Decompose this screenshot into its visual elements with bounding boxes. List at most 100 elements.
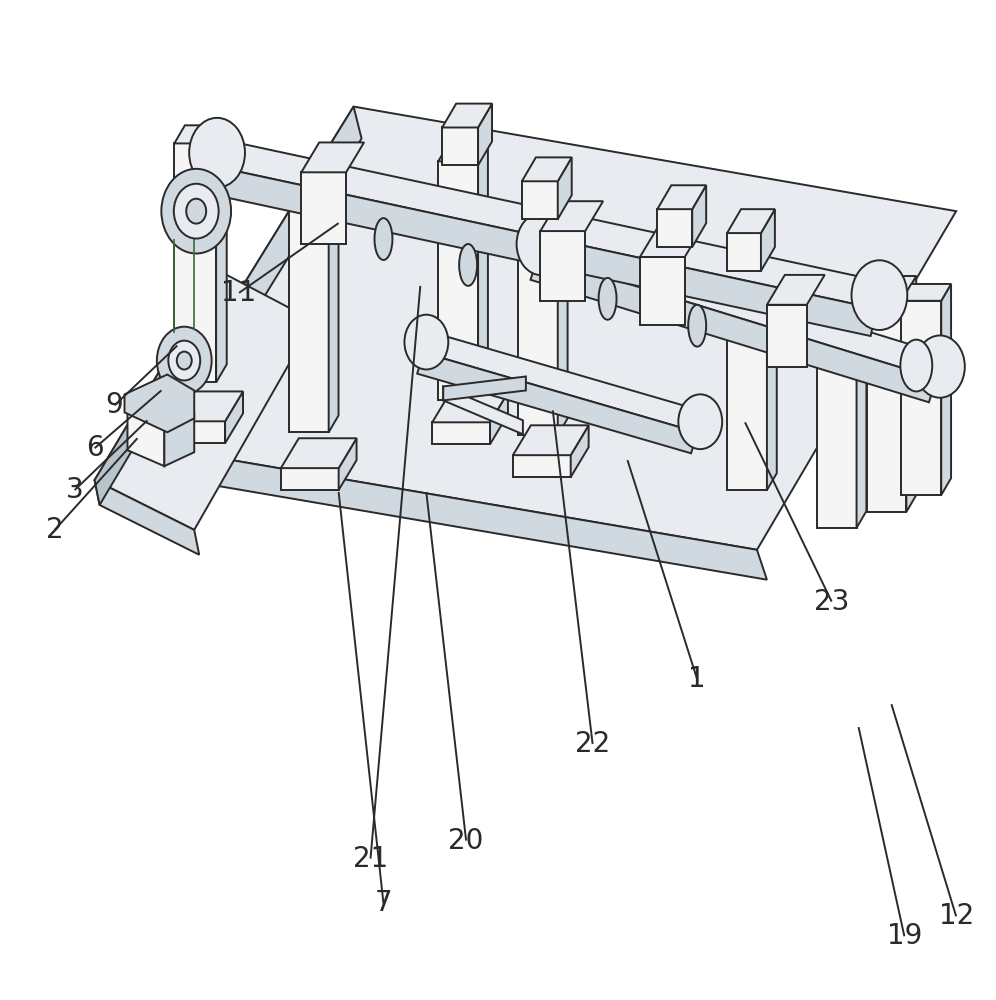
- Polygon shape: [538, 232, 943, 378]
- Polygon shape: [522, 157, 572, 181]
- Polygon shape: [901, 301, 941, 495]
- Polygon shape: [767, 274, 777, 490]
- Polygon shape: [442, 127, 478, 165]
- Ellipse shape: [189, 118, 245, 188]
- Text: 6: 6: [86, 434, 104, 462]
- Ellipse shape: [404, 315, 448, 369]
- Text: 12: 12: [938, 902, 974, 930]
- Polygon shape: [167, 391, 243, 421]
- Ellipse shape: [374, 218, 392, 260]
- Polygon shape: [432, 422, 490, 444]
- Polygon shape: [443, 386, 523, 434]
- Polygon shape: [513, 455, 571, 477]
- Text: 3: 3: [66, 476, 84, 504]
- Polygon shape: [540, 201, 603, 231]
- Polygon shape: [174, 125, 227, 143]
- Ellipse shape: [678, 394, 722, 449]
- Ellipse shape: [517, 213, 567, 275]
- Polygon shape: [571, 425, 589, 477]
- Polygon shape: [95, 271, 314, 530]
- Ellipse shape: [177, 352, 191, 370]
- Polygon shape: [95, 480, 199, 555]
- Polygon shape: [442, 104, 492, 127]
- Polygon shape: [692, 185, 706, 247]
- Polygon shape: [167, 421, 225, 443]
- Polygon shape: [478, 104, 492, 165]
- Polygon shape: [301, 142, 365, 172]
- Polygon shape: [127, 398, 194, 428]
- Text: 11: 11: [221, 279, 257, 307]
- Polygon shape: [640, 227, 703, 257]
- Polygon shape: [540, 231, 585, 301]
- Text: 2: 2: [46, 516, 64, 544]
- Polygon shape: [339, 438, 357, 490]
- Polygon shape: [144, 445, 767, 580]
- Ellipse shape: [599, 278, 617, 320]
- Ellipse shape: [157, 327, 212, 394]
- Text: 19: 19: [886, 922, 922, 950]
- Text: 20: 20: [448, 827, 484, 855]
- Polygon shape: [767, 275, 825, 305]
- Polygon shape: [867, 293, 906, 512]
- Polygon shape: [817, 309, 857, 528]
- Ellipse shape: [459, 244, 477, 286]
- Text: 22: 22: [575, 730, 611, 758]
- Polygon shape: [727, 291, 767, 490]
- Polygon shape: [216, 125, 227, 382]
- Text: 1: 1: [688, 665, 706, 693]
- Polygon shape: [558, 199, 568, 435]
- Polygon shape: [490, 392, 508, 444]
- Polygon shape: [281, 468, 339, 490]
- Polygon shape: [289, 191, 339, 208]
- Polygon shape: [438, 145, 488, 161]
- Ellipse shape: [161, 169, 231, 253]
- Polygon shape: [417, 353, 697, 453]
- Polygon shape: [518, 199, 568, 216]
- Polygon shape: [941, 284, 951, 495]
- Polygon shape: [727, 209, 775, 233]
- Ellipse shape: [688, 305, 706, 347]
- Polygon shape: [727, 233, 761, 271]
- Ellipse shape: [900, 340, 932, 391]
- Polygon shape: [901, 284, 951, 301]
- Polygon shape: [522, 181, 558, 219]
- Polygon shape: [95, 271, 224, 505]
- Polygon shape: [478, 145, 488, 400]
- Ellipse shape: [174, 184, 219, 239]
- Polygon shape: [225, 391, 243, 443]
- Polygon shape: [906, 276, 916, 512]
- Polygon shape: [164, 414, 194, 466]
- Polygon shape: [127, 412, 164, 466]
- Polygon shape: [214, 139, 882, 309]
- Polygon shape: [857, 292, 867, 528]
- Polygon shape: [531, 256, 936, 402]
- Polygon shape: [817, 292, 867, 309]
- Polygon shape: [767, 305, 807, 367]
- Polygon shape: [432, 392, 508, 422]
- Polygon shape: [761, 209, 775, 271]
- Ellipse shape: [852, 260, 907, 330]
- Polygon shape: [558, 157, 572, 219]
- Polygon shape: [144, 107, 362, 475]
- Ellipse shape: [186, 199, 206, 224]
- Polygon shape: [208, 166, 876, 336]
- Text: 23: 23: [814, 588, 850, 616]
- Polygon shape: [657, 209, 692, 247]
- Polygon shape: [423, 332, 703, 432]
- Text: 9: 9: [106, 391, 124, 419]
- Polygon shape: [438, 161, 478, 400]
- Polygon shape: [513, 425, 589, 455]
- Polygon shape: [518, 216, 558, 435]
- Polygon shape: [657, 185, 706, 209]
- Polygon shape: [443, 376, 526, 400]
- Polygon shape: [640, 257, 685, 325]
- Polygon shape: [124, 375, 194, 432]
- Polygon shape: [727, 274, 777, 291]
- Polygon shape: [289, 208, 329, 432]
- Polygon shape: [281, 438, 357, 468]
- Polygon shape: [329, 191, 339, 432]
- Ellipse shape: [168, 341, 200, 380]
- Text: 7: 7: [374, 889, 392, 917]
- Ellipse shape: [915, 335, 965, 398]
- Polygon shape: [301, 172, 347, 244]
